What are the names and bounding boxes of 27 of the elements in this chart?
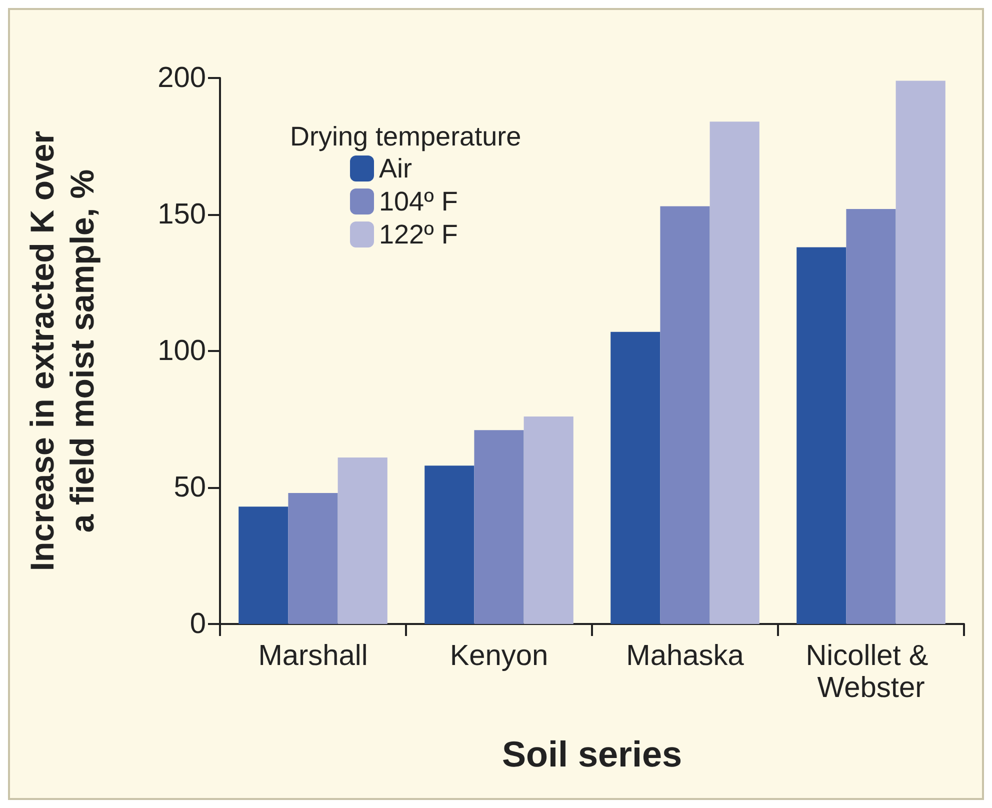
bar [710,122,760,624]
legend-label: 122º F [379,220,458,250]
x-tick-label: Mahaska [626,640,745,672]
bar [424,466,474,624]
x-tick-label: Kenyon [450,640,548,672]
y-tick-label: 150 [158,198,206,230]
y-tick-label: 200 [158,62,206,94]
legend-label: Air [379,154,412,184]
x-tick-label: Nicollet & Webster [806,640,936,704]
legend-title: Drying temperature [290,122,522,152]
legend-label: 104º F [379,186,458,216]
bar [238,506,288,624]
bar [610,332,660,624]
bar [524,416,574,624]
y-tick-label: 100 [158,335,206,367]
y-tick-label: 50 [174,472,206,504]
bar [474,430,524,624]
bar [288,492,338,624]
bar [338,457,388,624]
bar [846,209,896,624]
y-axis-title: Increase in extracted K over a field moist sample, % [24,130,100,572]
y-tick-label: 0 [190,608,206,640]
x-tick-label: Marshall [258,640,368,672]
bar [896,80,946,624]
bar [660,206,710,624]
bar [796,247,846,624]
x-axis-title: Soil series [502,734,682,774]
